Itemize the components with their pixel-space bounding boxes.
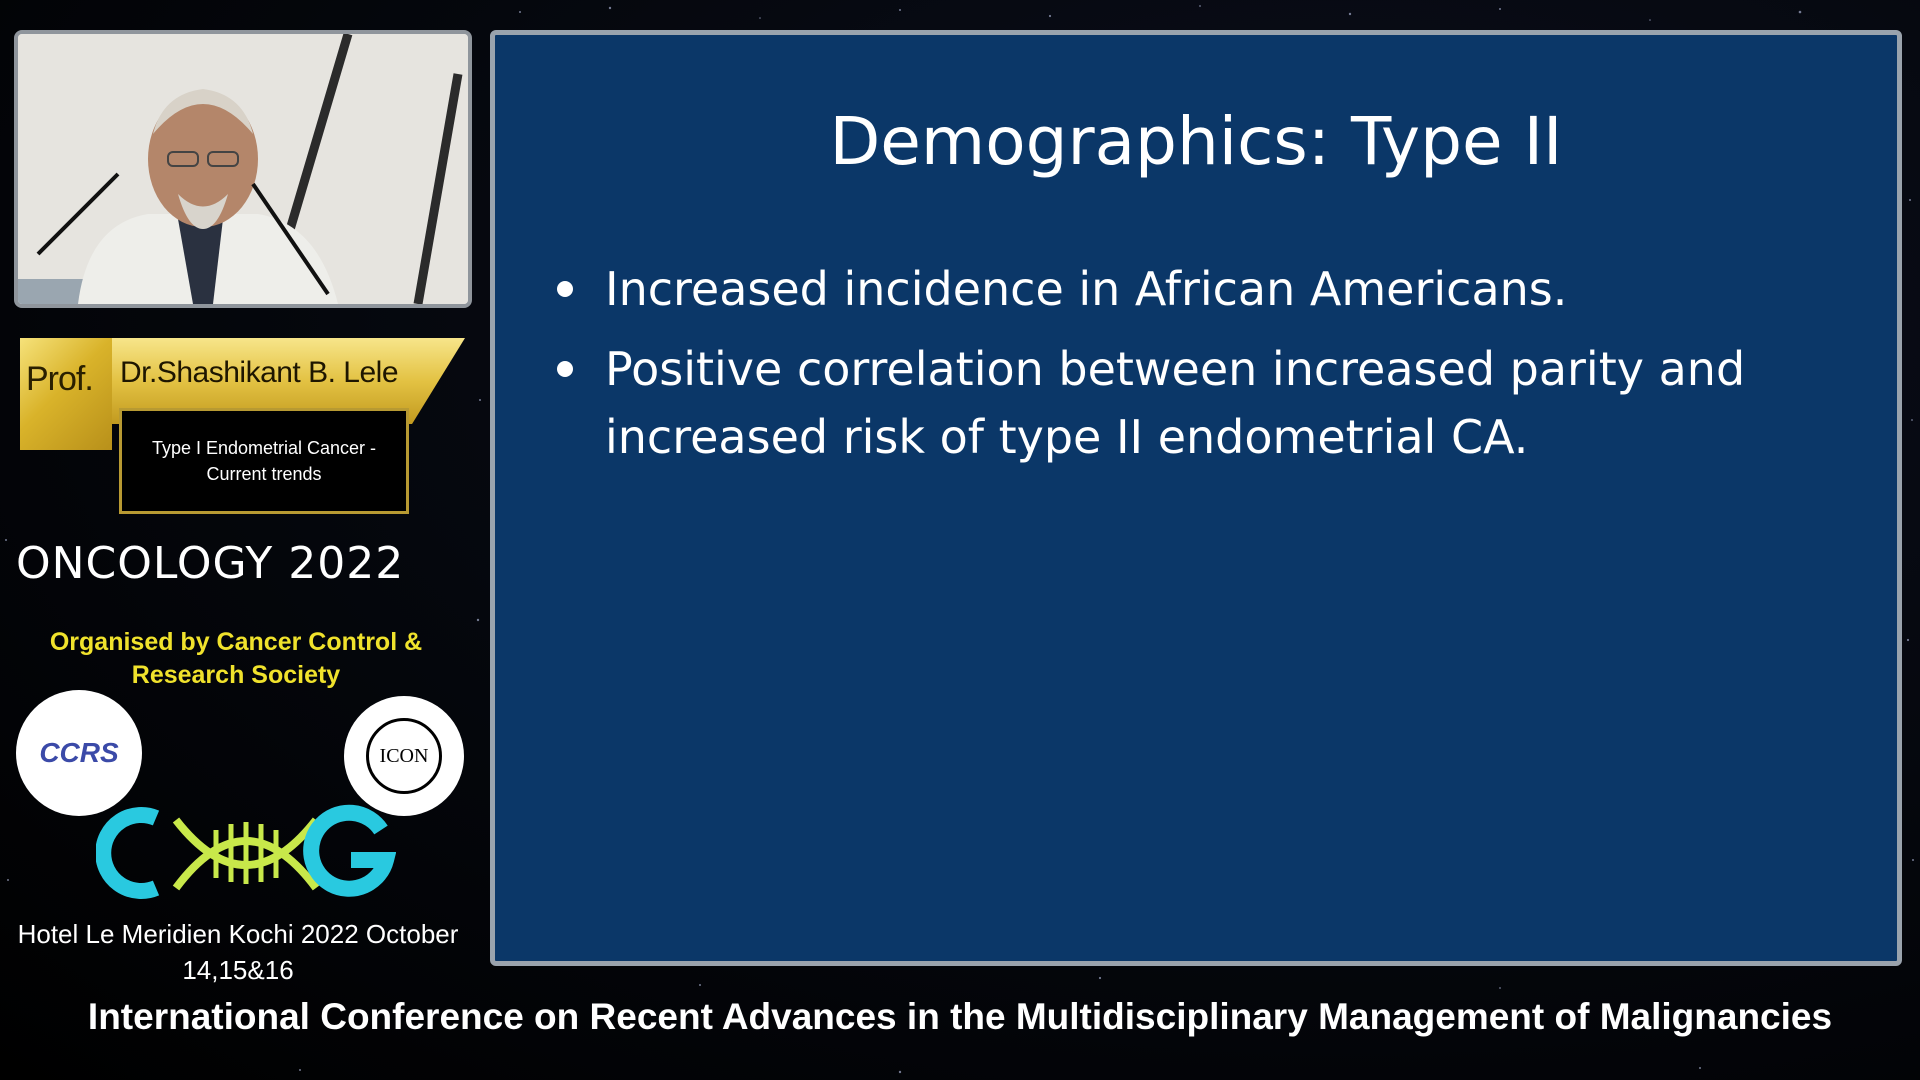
speaker-name: Dr.Shashikant B. Lele	[120, 356, 399, 389]
venue-text: Hotel Le Meridien Kochi 2022 October 14,…	[17, 919, 459, 985]
ccrs-logo: CCRS	[16, 690, 142, 816]
speaker-video-feed	[14, 30, 472, 308]
speaker-prefix: Prof.	[26, 360, 94, 398]
bullet-dot-icon	[557, 281, 573, 297]
nameplate-gold-tab	[20, 338, 112, 450]
slide-bullet: Increased incidence in African Americans…	[555, 255, 1855, 323]
slide-title: Demographics: Type II	[829, 103, 1563, 180]
presentation-slide: Demographics: Type II Increased incidenc…	[490, 30, 1902, 966]
slide-bullet-text: Positive correlation between increased p…	[605, 342, 1746, 464]
conference-footer: International Conference on Recent Advan…	[87, 996, 1833, 1037]
organiser-text: Organised by Cancer Control & Research S…	[49, 628, 423, 689]
icon-logo-text: ICON	[366, 718, 442, 794]
ccrs-logo-text: CCRS	[39, 737, 119, 768]
icon-logo: ICON	[344, 696, 464, 816]
talk-title-box: Type I Endometrial Cancer - Current tren…	[119, 408, 409, 514]
talk-title: Type I Endometrial Cancer - Current tren…	[151, 438, 377, 484]
slide-bullet-text: Increased incidence in African Americans…	[605, 262, 1568, 316]
speaker-nameplate: Prof. Dr.Shashikant B. Lele Type I Endom…	[20, 338, 465, 518]
slide-bullet: Positive correlation between increased p…	[555, 335, 1855, 471]
speaker-photo	[18, 34, 468, 304]
cog-logo	[96, 804, 396, 899]
event-name: ONCOLOGY 2022	[16, 538, 405, 589]
bullet-dot-icon	[557, 361, 573, 377]
slide-bullet-list: Increased incidence in African Americans…	[555, 255, 1855, 483]
